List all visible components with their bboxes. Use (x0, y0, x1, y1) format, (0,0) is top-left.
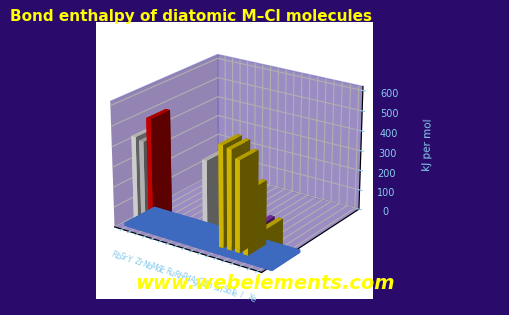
Text: Bond enthalpy of diatomic M–Cl molecules: Bond enthalpy of diatomic M–Cl molecules (10, 9, 372, 25)
Text: www.webelements.com: www.webelements.com (135, 274, 394, 293)
